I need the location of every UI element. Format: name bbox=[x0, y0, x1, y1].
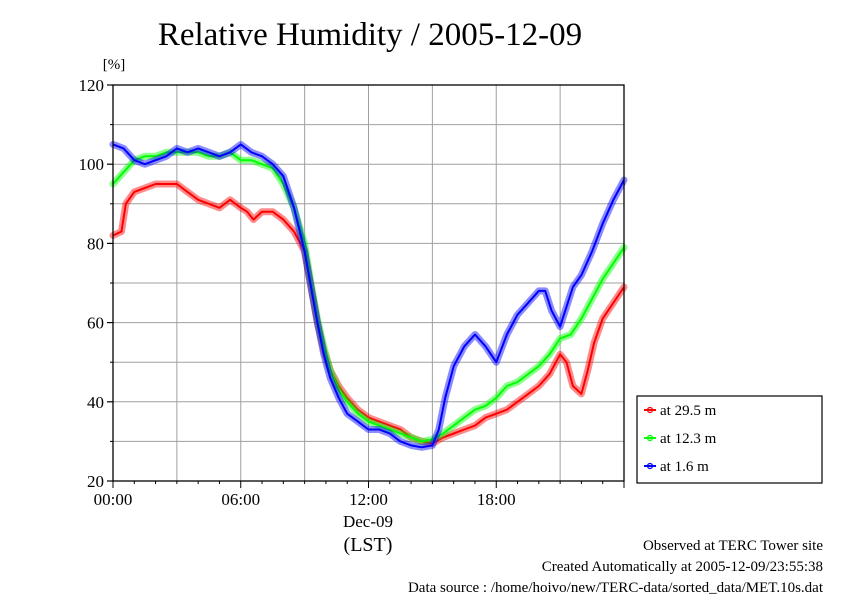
x-axis-label: (LST) bbox=[344, 534, 393, 556]
legend-label: at 12.3 m bbox=[660, 431, 717, 447]
series-line-2 bbox=[112, 143, 625, 449]
y-axis-ticks: 20 40 60 80 100 120 bbox=[79, 76, 113, 491]
x-tick-label: 06:00 bbox=[221, 490, 260, 509]
chart-title: Relative Humidity / 2005-12-09 bbox=[158, 17, 582, 53]
legend-label: at 29.5 m bbox=[660, 403, 717, 419]
gridlines bbox=[113, 85, 624, 481]
footer-observed: Observed at TERC Tower site bbox=[643, 538, 823, 554]
y-tick-label: 100 bbox=[79, 155, 105, 174]
y-tick-label: 120 bbox=[79, 76, 105, 95]
legend-box bbox=[636, 395, 823, 484]
series-line-0 bbox=[112, 183, 625, 445]
x-axis-date-label: Dec-09 bbox=[343, 512, 393, 531]
y-tick-label: 60 bbox=[87, 314, 104, 333]
y-tick-label: 80 bbox=[87, 234, 104, 253]
series-line-1 bbox=[112, 151, 625, 443]
y-tick-label: 20 bbox=[87, 472, 104, 491]
x-tick-label: 00:00 bbox=[94, 490, 133, 509]
legend: at 29.5 m at 12.3 m at 1.6 m bbox=[636, 395, 823, 484]
footer-created: Created Automatically at 2005-12-09/23:5… bbox=[542, 559, 823, 575]
legend-swatch-marker bbox=[646, 434, 654, 442]
series-lines bbox=[109, 140, 628, 451]
y-axis-unit-label: [%] bbox=[103, 57, 126, 73]
legend-label: at 1.6 m bbox=[660, 459, 709, 475]
legend-swatch-marker bbox=[646, 406, 654, 414]
x-tick-label: 12:00 bbox=[349, 490, 388, 509]
x-tick-label: 18:00 bbox=[477, 490, 516, 509]
x-axis-ticks: 00:00 06:00 12:00 18:00 bbox=[94, 481, 625, 509]
y-tick-label: 40 bbox=[87, 393, 104, 412]
footer-data-source: Data source : /home/hoivo/new/TERC-data/… bbox=[408, 580, 824, 595]
legend-swatch-marker bbox=[646, 462, 654, 470]
